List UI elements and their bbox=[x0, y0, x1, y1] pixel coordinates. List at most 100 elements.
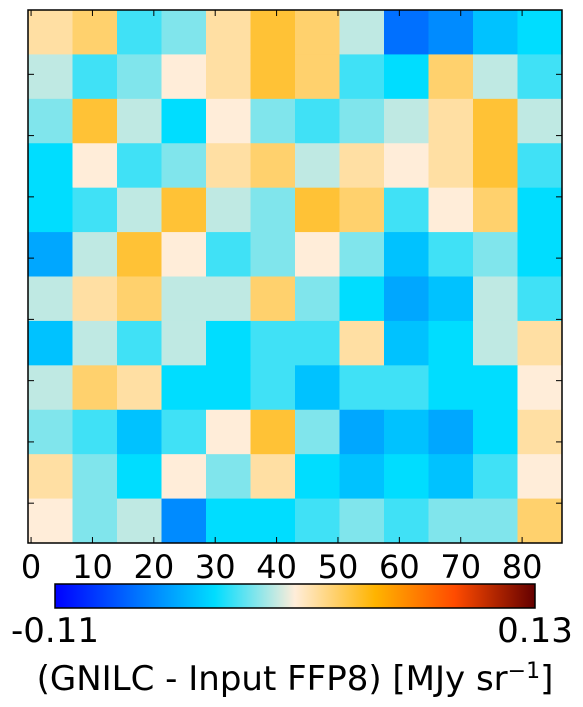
heatmap-cell bbox=[117, 409, 162, 455]
x-tick-label: 80 bbox=[502, 548, 543, 586]
heatmap-cell bbox=[473, 54, 518, 100]
heatmap-cell bbox=[28, 143, 73, 189]
heatmap-cell bbox=[72, 10, 118, 55]
heatmap-cell bbox=[428, 187, 474, 233]
heatmap-cell bbox=[473, 232, 518, 277]
heatmap-cell bbox=[206, 276, 251, 322]
heatmap-cell bbox=[339, 409, 385, 455]
x-tick-label: 60 bbox=[379, 548, 420, 586]
heatmap-cell bbox=[384, 54, 429, 100]
heatmap-cell bbox=[161, 320, 207, 366]
colorbar-label-part: (GNILC - Input FFP8) [MJy sr bbox=[37, 659, 508, 699]
heatmap-cell bbox=[161, 187, 207, 233]
heatmap-cell bbox=[161, 276, 207, 322]
heatmap-cell bbox=[295, 54, 340, 100]
x-tick-label: 10 bbox=[72, 548, 113, 586]
heatmap-cell bbox=[117, 276, 162, 322]
heatmap-cell bbox=[473, 498, 518, 544]
heatmap-cell bbox=[295, 276, 340, 322]
x-tick-label: 0 bbox=[21, 548, 41, 586]
heatmap-cell bbox=[295, 498, 340, 544]
colorbar bbox=[54, 583, 536, 609]
heatmap-cell bbox=[28, 276, 73, 322]
heatmap-cell bbox=[295, 187, 340, 233]
heatmap-cell bbox=[428, 276, 474, 322]
heatmap-cell bbox=[517, 54, 563, 100]
heatmap-cell bbox=[161, 454, 207, 500]
heatmap-cell bbox=[473, 320, 518, 366]
heatmap-cell bbox=[295, 143, 340, 189]
heatmap-cell bbox=[28, 365, 73, 411]
heatmap-cell bbox=[517, 454, 563, 500]
colorbar-label: (GNILC - Input FFP8) [MJy sr−1] bbox=[37, 659, 554, 700]
heatmap-cell bbox=[384, 454, 429, 500]
heatmap-cell bbox=[28, 187, 73, 233]
heatmap-cell bbox=[250, 320, 296, 366]
heatmap-cell bbox=[72, 98, 118, 144]
x-tick-label: 20 bbox=[133, 548, 174, 586]
heatmap-cell bbox=[428, 232, 474, 277]
heatmap-cell bbox=[428, 454, 474, 500]
heatmap-cell bbox=[117, 98, 162, 144]
colorbar-tick-label: -0.11 bbox=[11, 611, 99, 651]
heatmap-cell bbox=[117, 498, 162, 544]
heatmap-cell bbox=[384, 98, 429, 144]
heatmap-cell bbox=[117, 187, 162, 233]
heatmap-cell bbox=[250, 187, 296, 233]
heatmap-cell bbox=[161, 143, 207, 189]
heatmap-cell bbox=[28, 320, 73, 366]
heatmap-cell bbox=[517, 187, 563, 233]
heatmap-cell bbox=[295, 232, 340, 277]
heatmap-cell bbox=[117, 365, 162, 411]
heatmap-cell bbox=[72, 498, 118, 544]
heatmap-cell bbox=[428, 98, 474, 144]
heatmap-cell bbox=[473, 143, 518, 189]
heatmap-cell bbox=[161, 232, 207, 277]
heatmap-cell bbox=[206, 98, 251, 144]
heatmap-cell bbox=[250, 454, 296, 500]
heatmap-cell bbox=[384, 365, 429, 411]
heatmap-cell bbox=[517, 10, 563, 55]
heatmap-cell bbox=[250, 276, 296, 322]
heatmap-cell bbox=[339, 54, 385, 100]
heatmap-cell bbox=[384, 320, 429, 366]
heatmap-cell bbox=[339, 320, 385, 366]
heatmap-cell bbox=[72, 320, 118, 366]
heatmap-cell bbox=[117, 320, 162, 366]
heatmap-cell bbox=[206, 454, 251, 500]
heatmap-cell bbox=[206, 187, 251, 233]
x-tick-label: 50 bbox=[318, 548, 359, 586]
heatmap-cell bbox=[72, 454, 118, 500]
heatmap-cell bbox=[250, 232, 296, 277]
heatmap-cell bbox=[206, 143, 251, 189]
heatmap-cell bbox=[28, 409, 73, 455]
heatmap-cell bbox=[428, 498, 474, 544]
heatmap-cell bbox=[206, 54, 251, 100]
heatmap-cell bbox=[72, 365, 118, 411]
heatmap-cell bbox=[295, 10, 340, 55]
heatmap-cell bbox=[161, 365, 207, 411]
x-tick-label: 70 bbox=[440, 548, 481, 586]
heatmap-cell bbox=[117, 54, 162, 100]
heatmap-cell bbox=[72, 232, 118, 277]
heatmap-cell bbox=[250, 409, 296, 455]
heatmap-cell bbox=[428, 10, 474, 55]
heatmap-cell bbox=[28, 232, 73, 277]
heatmap-cell bbox=[428, 54, 474, 100]
heatmap-cell bbox=[72, 54, 118, 100]
heatmap-cell bbox=[206, 365, 251, 411]
heatmap-cell bbox=[72, 143, 118, 189]
heatmap-cell bbox=[206, 232, 251, 277]
colorbar-label-part: −1 bbox=[508, 659, 540, 684]
heatmap-cell bbox=[72, 409, 118, 455]
heatmap-cell bbox=[28, 54, 73, 100]
heatmap-cell bbox=[339, 10, 385, 55]
heatmap-cell bbox=[28, 10, 73, 55]
heatmap-cell bbox=[473, 276, 518, 322]
heatmap-cell bbox=[72, 276, 118, 322]
heatmap-cell bbox=[384, 143, 429, 189]
heatmap-cell bbox=[206, 409, 251, 455]
heatmap-cell bbox=[339, 276, 385, 322]
heatmap-cell bbox=[117, 10, 162, 55]
heatmap-cell bbox=[295, 320, 340, 366]
